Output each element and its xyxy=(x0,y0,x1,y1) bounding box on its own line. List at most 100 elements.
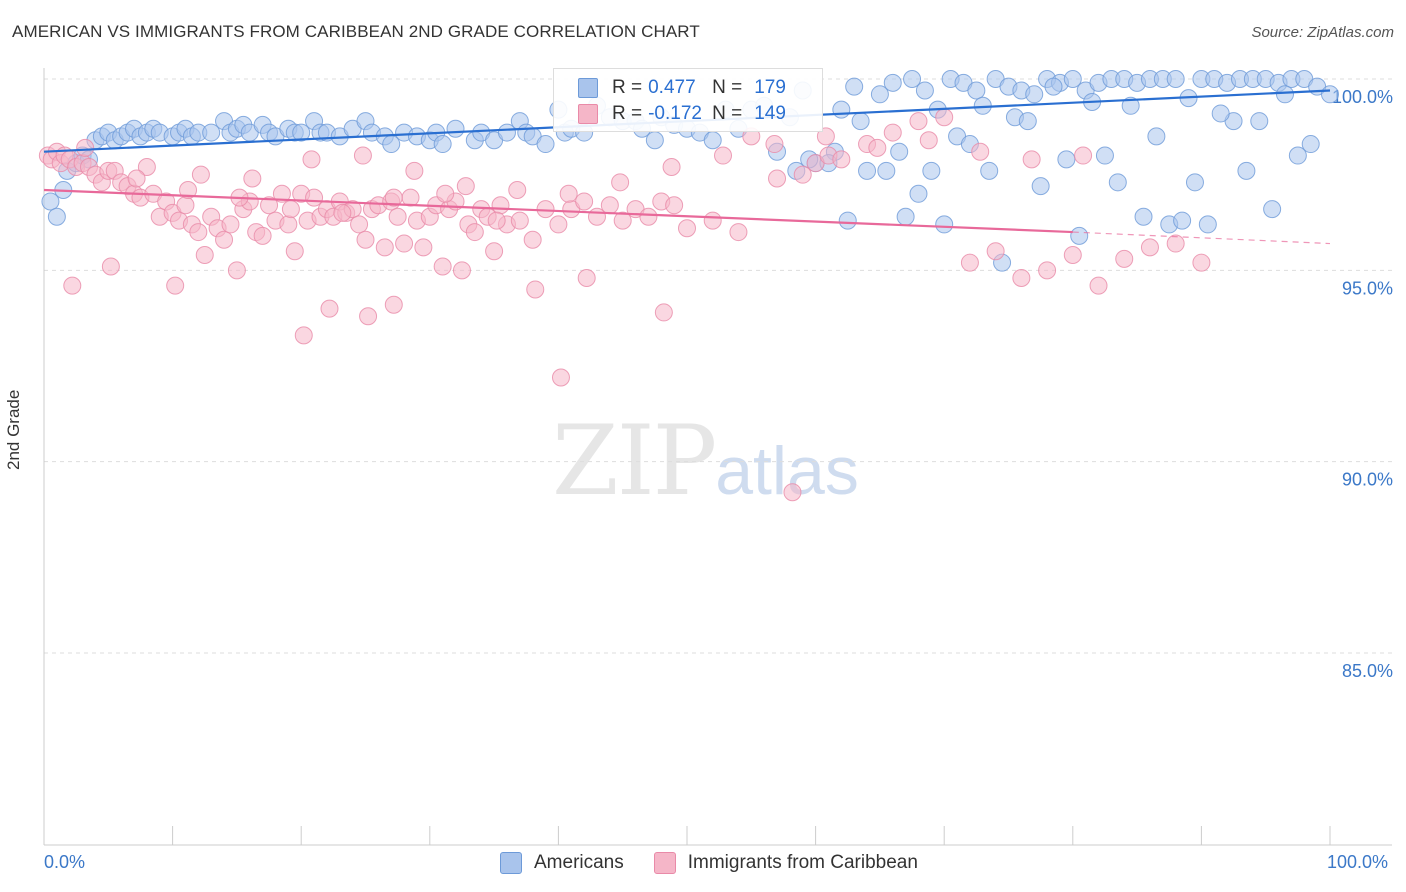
caribbean-point xyxy=(714,146,733,165)
caribbean-point xyxy=(359,307,378,326)
caribbean-point xyxy=(1115,249,1134,268)
caribbean-point xyxy=(436,184,455,203)
american-point xyxy=(870,85,889,104)
caribbean-point xyxy=(375,238,394,257)
american-point xyxy=(536,135,555,154)
caribbean-trend-extension xyxy=(1072,231,1331,245)
caribbean-point xyxy=(285,242,304,261)
american-point xyxy=(202,123,221,142)
caribbean-point xyxy=(350,215,369,234)
american-point xyxy=(903,70,922,88)
american-point xyxy=(890,142,909,161)
caribbean-point xyxy=(179,180,198,199)
american-point xyxy=(1250,112,1269,131)
caribbean-point xyxy=(765,135,784,154)
american-point xyxy=(446,119,465,138)
caribbean-point xyxy=(654,303,673,322)
legend-swatch-americans xyxy=(578,78,598,98)
caribbean-point xyxy=(1089,276,1108,295)
caribbean-point xyxy=(191,165,210,184)
caribbean-point xyxy=(665,196,684,215)
legend-r-label: R = xyxy=(612,103,643,124)
caribbean-point xyxy=(536,200,555,219)
legend-r-label: R = xyxy=(612,77,643,98)
caribbean-point xyxy=(1038,261,1057,280)
american-point xyxy=(1031,177,1050,196)
american-point xyxy=(1044,77,1063,96)
caribbean-point xyxy=(559,184,578,203)
caribbean-point xyxy=(465,223,484,242)
watermark-zip: ZIP xyxy=(552,405,717,517)
american-point xyxy=(1173,211,1192,230)
caribbean-point xyxy=(508,180,527,199)
caribbean-point xyxy=(1140,238,1159,257)
american-point xyxy=(1025,85,1044,104)
american-point xyxy=(1095,146,1114,165)
caribbean-point xyxy=(551,368,570,387)
american-point xyxy=(1121,96,1140,115)
series-legend: Americans Immigrants from Caribbean xyxy=(500,852,948,874)
caribbean-point xyxy=(414,238,433,257)
american-point xyxy=(877,161,896,180)
american-point xyxy=(1263,200,1282,219)
caribbean-point xyxy=(793,165,812,184)
caribbean-point xyxy=(272,184,291,203)
caribbean-point xyxy=(279,215,298,234)
x-tick-label-min: 0.0% xyxy=(44,852,86,872)
legend-item-americans: Americans xyxy=(500,852,624,874)
caribbean-point xyxy=(320,299,339,318)
american-point xyxy=(967,81,986,100)
caribbean-point xyxy=(253,226,272,245)
legend-swatch xyxy=(500,852,522,874)
american-point xyxy=(1301,135,1320,154)
caribbean-point xyxy=(611,173,630,192)
caribbean-point xyxy=(456,177,475,196)
american-point xyxy=(1198,215,1217,234)
american-point xyxy=(1063,70,1082,88)
caribbean-point xyxy=(294,326,313,345)
caribbean-point xyxy=(63,276,82,295)
legend-row-caribbean: R = -0.172 N = 149 xyxy=(578,102,786,126)
caribbean-point xyxy=(1012,268,1031,287)
caribbean-point xyxy=(783,483,802,502)
american-point xyxy=(935,215,954,234)
caribbean-point xyxy=(227,261,246,280)
caribbean-point xyxy=(384,188,403,207)
watermark: ZIPatlas xyxy=(552,405,859,517)
caribbean-point xyxy=(523,230,542,249)
y-tick-label: 100.0% xyxy=(1332,87,1393,107)
caribbean-point xyxy=(1166,234,1185,253)
american-point xyxy=(433,135,452,154)
caribbean-trend-line xyxy=(43,188,1073,234)
american-point xyxy=(1134,207,1153,226)
caribbean-point xyxy=(333,203,352,222)
caribbean-point xyxy=(485,242,504,261)
caribbean-point xyxy=(986,242,1005,261)
caribbean-point xyxy=(189,223,208,242)
y-tick-label: 90.0% xyxy=(1342,470,1393,490)
caribbean-point xyxy=(302,150,321,169)
american-point xyxy=(1185,173,1204,192)
legend-n-value: 179 xyxy=(754,77,786,98)
caribbean-point xyxy=(662,158,681,177)
american-point xyxy=(1288,146,1307,165)
american-point xyxy=(915,81,934,100)
y-tick-label: 85.0% xyxy=(1342,661,1393,681)
american-point xyxy=(851,112,870,131)
american-point xyxy=(832,100,851,119)
legend-n-label: N = xyxy=(712,77,743,98)
caribbean-point xyxy=(243,169,262,188)
x-tick-label-max: 100.0% xyxy=(1327,852,1389,872)
caribbean-point xyxy=(549,215,568,234)
chart-title: AMERICAN VS IMMIGRANTS FROM CARIBBEAN 2N… xyxy=(12,22,700,41)
american-point xyxy=(922,161,941,180)
caribbean-point xyxy=(395,234,414,253)
correlation-legend: R = 0.477 N = 179 R = -0.172 N = 149 xyxy=(553,68,823,132)
american-point xyxy=(1147,127,1166,146)
caribbean-point xyxy=(221,215,240,234)
caribbean-point xyxy=(729,223,748,242)
caribbean-point xyxy=(388,207,407,226)
caribbean-point xyxy=(883,123,902,142)
american-point xyxy=(1237,161,1256,180)
